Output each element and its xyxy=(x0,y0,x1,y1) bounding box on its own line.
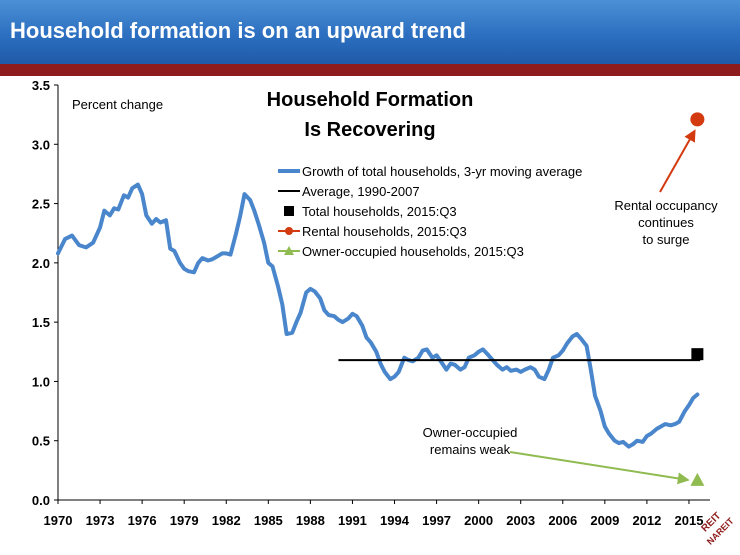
chart-title-line-2: Is Recovering xyxy=(304,119,435,141)
accent-bar xyxy=(0,64,740,76)
annotation-rental-line: to surge xyxy=(643,232,690,247)
legend: Growth of total households, 3-yr moving … xyxy=(278,164,582,259)
x-tick-label: 1997 xyxy=(422,513,451,528)
x-tick-labels: 1970 1973 1976 1979 1982 1985 1988 1991 1994 1997… xyxy=(44,500,704,528)
x-tick-label: 1991 xyxy=(338,513,367,528)
x-tick-label: 2000 xyxy=(464,513,493,528)
legend-marker-circle xyxy=(285,227,293,235)
chart-title-line-1: Household Formation xyxy=(267,89,474,111)
point-total-households xyxy=(691,348,704,361)
series-line-household-growth xyxy=(56,182,700,449)
x-tick-label: 1973 xyxy=(86,513,115,528)
legend-marker-triangle xyxy=(284,246,294,255)
annotation-owner-line: Owner-occupied xyxy=(423,425,518,440)
y-tick-label: 2.0 xyxy=(32,256,50,271)
annotation-rental-line: Rental occupancy xyxy=(614,198,718,213)
y-axis-label: Percent change xyxy=(72,97,163,112)
x-tick-label: 1982 xyxy=(212,513,241,528)
arrow-owner xyxy=(509,451,690,485)
x-tick-label: 2009 xyxy=(590,513,619,528)
point-owner-households xyxy=(690,472,705,486)
y-tick-label: 1.5 xyxy=(32,315,50,330)
series-group xyxy=(56,112,705,486)
x-tick-label: 1988 xyxy=(296,513,325,528)
y-tick-label: 0.5 xyxy=(32,434,50,449)
arrow-rental xyxy=(659,129,696,193)
x-tick-label: 1985 xyxy=(254,513,283,528)
x-tick-label: 2006 xyxy=(548,513,577,528)
nareit-logo: REIT NAREIT xyxy=(694,505,738,549)
y-tick-label: 0.0 xyxy=(32,493,50,508)
y-tick-label: 2.5 xyxy=(32,197,50,212)
x-tick-label: 2015 xyxy=(675,513,704,528)
legend-entry-label: Total households, 2015:Q3 xyxy=(302,204,457,219)
x-tick-label: 1970 xyxy=(44,513,73,528)
point-rental-households xyxy=(690,112,705,127)
x-tick-label: 2012 xyxy=(632,513,661,528)
x-tick-label: 1979 xyxy=(170,513,199,528)
legend-entry-label: Growth of total households, 3-yr moving … xyxy=(302,164,582,179)
y-tick-label: 3.0 xyxy=(32,137,50,152)
y-tick-label: 3.5 xyxy=(32,78,50,93)
banner-title: Household formation is on an upward tren… xyxy=(10,18,466,43)
legend-entry-label: Owner-occupied households, 2015:Q3 xyxy=(302,244,524,259)
legend-entry-label: Rental households, 2015:Q3 xyxy=(302,224,467,239)
x-tick-label: 1976 xyxy=(128,513,157,528)
legend-entry-label: Average, 1990-2007 xyxy=(302,184,420,199)
y-tick-labels: 0.0 0.5 1.0 1.5 2.0 2.5 3.0 3.5 xyxy=(32,78,58,508)
legend-marker-square xyxy=(284,206,294,216)
y-tick-label: 1.0 xyxy=(32,374,50,389)
annotations: Rental occupancy continues to surge Owner-o… xyxy=(423,129,718,485)
annotation-rental-line: continues xyxy=(638,215,694,230)
x-tick-label: 2003 xyxy=(506,513,535,528)
annotation-owner-line: remains weak xyxy=(430,442,511,457)
title-banner: Household formation is on an upward tren… xyxy=(0,0,740,64)
x-tick-label: 1994 xyxy=(380,513,410,528)
axes xyxy=(57,85,710,501)
